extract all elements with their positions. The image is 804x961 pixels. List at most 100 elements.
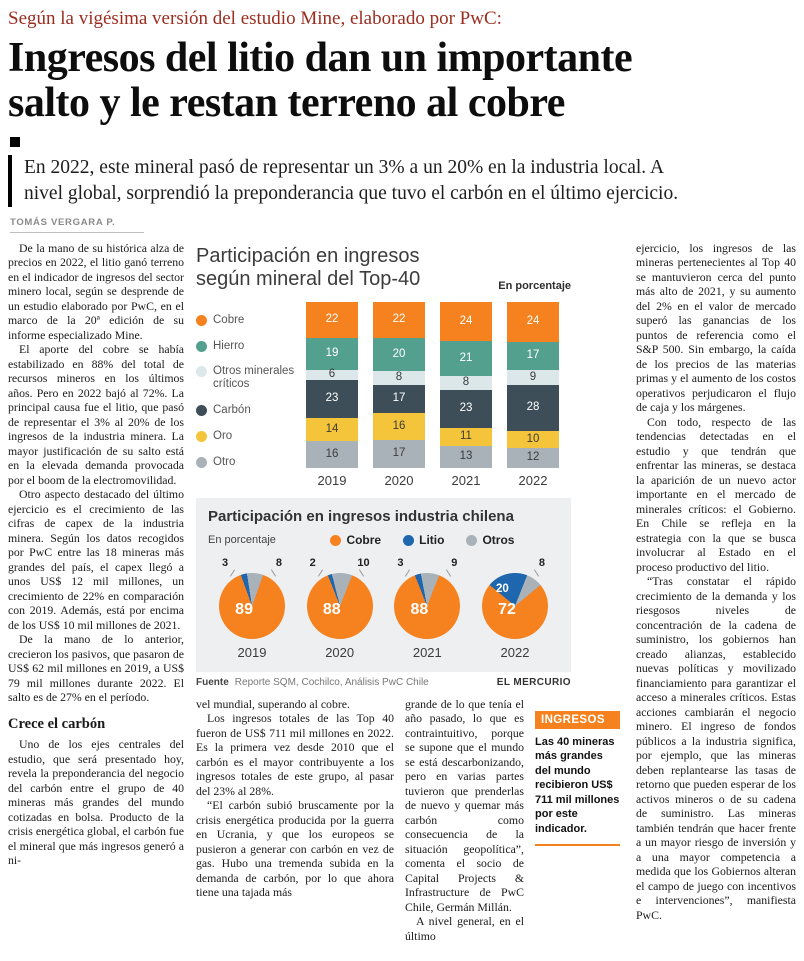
section-subhead: Crece el carbón xyxy=(8,715,106,732)
subhead-line-2: nivel global, sorprendió la preponderanc… xyxy=(24,182,679,204)
bullet-square xyxy=(10,137,20,148)
legend-label: Litio xyxy=(419,532,445,547)
pie: 88 xyxy=(394,572,461,639)
column-mid-a: vel mundial, superando al cobre. Los ingr… xyxy=(196,697,394,944)
pie-year-label: 2022 xyxy=(500,644,530,660)
byline: TOMÁS VERGARA P. xyxy=(10,217,144,233)
pie-value-cobre: 72 xyxy=(498,600,516,618)
pie-cell: 8 3 89 2019 xyxy=(210,557,294,660)
legend-label: Otro xyxy=(213,455,236,468)
pie-year-label: 2021 xyxy=(412,644,442,660)
paragraph: “El carbón subió bruscamente por la cris… xyxy=(196,798,394,900)
legend-label: Oro xyxy=(213,430,233,443)
infobox-text: Las 40 mineras más grandes del mundo rec… xyxy=(535,729,620,847)
paragraph-list: ejercicio, los ingresos de las mineras p… xyxy=(636,241,796,923)
center-text-row: vel mundial, superando al cobre. Los ingr… xyxy=(196,697,624,944)
pie-wrap: 10 2 88 xyxy=(298,557,382,639)
source-text: Reporte SQM, Cochilco, Análisis PwC Chil… xyxy=(234,676,429,688)
pie-value-otros: 8 xyxy=(538,556,545,569)
legend-item: Otro xyxy=(196,456,306,469)
bar-segment: 14 xyxy=(306,417,358,442)
bar-year-label: 2020 xyxy=(384,472,414,488)
bar-segment: 24 xyxy=(440,301,492,342)
pie-value-cobre: 89 xyxy=(235,600,253,618)
pie-value-litio: 2 xyxy=(309,556,316,569)
pie-wrap: 9 3 88 xyxy=(385,557,469,639)
bar-segment: 6 xyxy=(306,368,358,380)
bar-segment: 28 xyxy=(507,384,559,432)
pie-row: 8 3 89 2019 10 2 88 2020 9 3 88 2021 8 72 20 2022 xyxy=(208,557,559,660)
paragraph: Con todo, respecto de las tendencias det… xyxy=(636,414,796,574)
pie-year-label: 2020 xyxy=(325,644,355,660)
bar-segment: 19 xyxy=(306,338,358,370)
column-right: ejercicio, los ingresos de las mineras p… xyxy=(636,241,796,944)
bar-chart-legend: Cobre Hierro Otros minerales críticos Carbó… xyxy=(196,302,306,488)
bar-segment: 9 xyxy=(507,369,559,385)
leader-line xyxy=(317,569,323,577)
pie-year-label: 2019 xyxy=(237,644,267,660)
bar-stack: 24 17 9 28 10 12 xyxy=(507,301,559,468)
bar-column: 24 21 8 23 11 13 2021 xyxy=(440,301,492,488)
litio-swatch xyxy=(403,534,415,546)
bar-year-label: 2019 xyxy=(317,472,347,488)
bar-chart-body: Cobre Hierro Otros minerales críticos Carbó… xyxy=(196,301,571,488)
paragraph: De la mano de su histórica alza de preci… xyxy=(8,240,184,342)
paragraph: De la mano de lo anterior, crecieron los… xyxy=(8,632,184,704)
pie-value-cobre: 88 xyxy=(322,600,341,618)
bar-column: 22 19 6 23 14 16 2019 xyxy=(306,301,358,488)
paragraph-list: Uno de los ejes centrales del estudio, q… xyxy=(8,737,184,868)
paragraph-list: grande de lo que tenía el año pasado, lo… xyxy=(405,697,524,944)
bar-segment: 23 xyxy=(440,389,492,428)
cobre-swatch xyxy=(196,314,207,326)
legend-label: Carbón xyxy=(213,404,251,417)
leader-line xyxy=(405,569,411,577)
bar-segment: 20 xyxy=(373,338,425,372)
leader-line xyxy=(533,569,540,577)
legend-label: Otros xyxy=(482,532,515,547)
leader-line xyxy=(270,569,277,577)
article-header: Según la vigésima versión del estudio Mi… xyxy=(8,8,796,241)
legend-item: Oro xyxy=(196,430,306,443)
pie-chart-legend-row: En porcentaje Cobre Litio Otros xyxy=(208,533,559,547)
paragraph: Otro aspecto destacado del último ejerci… xyxy=(8,487,184,632)
subhead: En 2022, este mineral pasó de representa… xyxy=(8,155,796,207)
pie-value-otros: 8 xyxy=(275,556,282,569)
pie-cell: 8 72 20 2022 xyxy=(473,557,557,660)
subhead-line-1: En 2022, este mineral pasó de representa… xyxy=(24,157,665,179)
pie-value-otros: 9 xyxy=(451,556,458,569)
bar-stack: 24 21 8 23 11 13 xyxy=(440,301,492,468)
hierro-swatch xyxy=(196,340,207,352)
bar-segment: 13 xyxy=(440,446,492,468)
bar-segment: 17 xyxy=(373,439,425,468)
cobre-swatch xyxy=(330,534,342,546)
pie: 89 xyxy=(219,572,285,639)
source-label: Fuente xyxy=(196,676,229,688)
headline-line-1: Ingresos del litio dan un importante xyxy=(8,35,633,81)
pie-value-cobre: 88 xyxy=(410,600,429,618)
bar-segment: 23 xyxy=(306,379,358,418)
pie-cell: 9 3 88 2021 xyxy=(385,557,469,660)
bar-segment: 10 xyxy=(507,431,559,448)
paragraph: “Tras constatar el rápido crecimiento de… xyxy=(636,574,796,922)
legend-label: Cobre xyxy=(346,532,382,547)
bar-segment: 16 xyxy=(306,441,358,468)
paragraph: Los ingresos totales de las Top 40 fuero… xyxy=(196,711,394,798)
bar-segment: 8 xyxy=(373,371,425,385)
bar-chart-title: Participación en ingresos según mineral … xyxy=(196,244,421,291)
leader-line xyxy=(358,569,364,577)
pie: 72 20 xyxy=(481,572,548,639)
bar-segment: 21 xyxy=(440,341,492,377)
legend-item: Carbón xyxy=(196,404,306,417)
leader-line xyxy=(446,569,452,577)
bar-segment: 17 xyxy=(373,384,425,413)
column-center: Participación en ingresos según mineral … xyxy=(196,241,624,944)
legend-label: Cobre xyxy=(213,313,245,326)
pie-chart-unit-label: En porcentaje xyxy=(208,533,276,546)
pie-wrap: 8 3 89 xyxy=(210,557,294,639)
bar-segment: 16 xyxy=(373,412,425,440)
bar-year-label: 2021 xyxy=(451,472,481,488)
headline-line-2: salto y le restan terreno al cobre xyxy=(8,79,565,126)
headline: Ingresos del litio dan un importante sal… xyxy=(8,36,796,125)
article-body: De la mano de su histórica alza de preci… xyxy=(8,241,796,944)
leader-line xyxy=(229,569,236,577)
